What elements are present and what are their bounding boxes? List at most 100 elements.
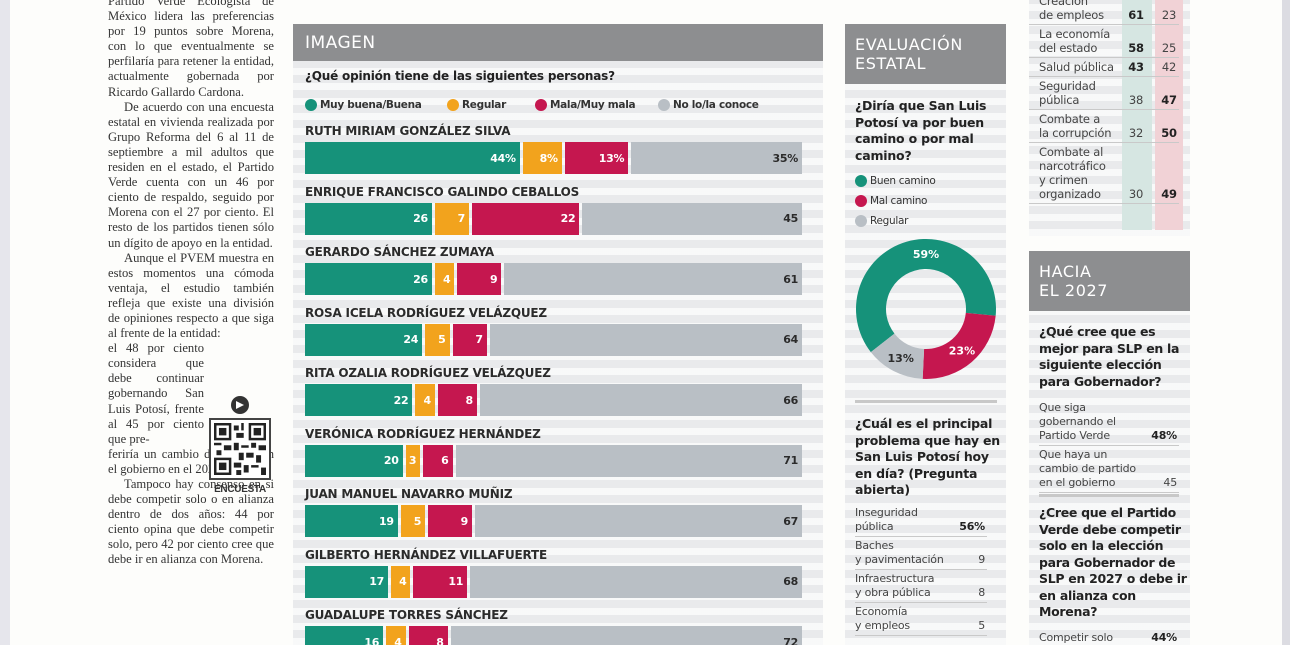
chart-title: ¿Qué opinión tiene de las siguientes per… — [305, 69, 615, 83]
data-label: 4 — [394, 635, 402, 645]
stacked-bar: 26 7 22 45 — [305, 202, 802, 235]
data-label: 22 — [560, 212, 576, 225]
legend-item-good: Buen camino — [855, 175, 936, 187]
donut-chart: 59% 23% 13% — [853, 236, 999, 382]
data-label: 4 — [423, 393, 432, 407]
data-label: 72 — [783, 635, 798, 645]
bar-segment-regular: 4 — [390, 565, 411, 598]
bar-segment-good: 26 — [305, 202, 432, 235]
rating-label: Combate al — [1039, 145, 1104, 159]
donut-data-label: 13% — [888, 352, 914, 365]
watermark-background — [1029, 251, 1190, 645]
data-label: 44% — [490, 151, 516, 165]
option-value: 45 — [1163, 476, 1177, 489]
rating-value-approve: 61 — [1128, 8, 1144, 22]
bar-segment-unknown: 66 — [479, 384, 802, 416]
legend-item-good: Muy buena/Buena — [305, 99, 422, 111]
data-label: 35% — [772, 151, 799, 165]
legend-label: Muy buena/Buena — [320, 99, 422, 111]
bar-segment-good: 20 — [305, 444, 403, 477]
rating-label: Creación — [1039, 0, 1088, 8]
data-label: 26 — [413, 212, 428, 225]
stacked-bar: 19 5 9 67 — [305, 505, 802, 537]
rating-value-disapprove: 49 — [1161, 187, 1177, 201]
rating-label: y crimen — [1039, 173, 1088, 187]
problem-value: 56% — [959, 520, 985, 533]
category-label: JUAN MANUEL NAVARRO MUÑIZ — [305, 487, 513, 501]
chart-row: GUADALUPE TORRES SÁNCHEZ 16 4 8 72 — [305, 608, 805, 645]
bar-segment-good: 16 — [305, 626, 384, 645]
article-paragraph: Partido Verde Ecologista de México lider… — [108, 0, 274, 99]
bar-segment-regular: 7 — [434, 202, 470, 235]
rating-row: La economía del estado 58 25 — [1029, 25, 1179, 58]
bar-segment-unknown: 35% — [631, 142, 802, 174]
rating-label: La economía — [1039, 27, 1111, 41]
data-label: 7 — [475, 333, 483, 346]
legend-item-unknown: No lo/la conoce — [658, 99, 759, 111]
data-label: 66 — [783, 393, 798, 407]
donut-slice-bad — [922, 312, 996, 379]
article-paragraph: Aunque el PVEM muestra en estos momentos… — [108, 250, 274, 341]
problem-list: Inseguridad pública 56% Baches y pavimentaci… — [855, 504, 987, 636]
chart-row: RUTH MIRIAM GONZÁLEZ SILVA 44% 8% 13% 35% — [305, 124, 805, 174]
data-label: 45 — [783, 212, 798, 225]
category-label: ROSA ICELA RODRÍGUEZ VELÁZQUEZ — [305, 305, 547, 320]
problem-row: Economía y empleos 5 — [855, 603, 987, 636]
donut-title: ¿Diría que San Luis Potosí va por buen c… — [855, 98, 987, 163]
problem-label: y obra pública — [855, 586, 931, 599]
legend-item-bad: Mal camino — [855, 195, 935, 207]
donut-slice-regular — [870, 333, 925, 379]
rating-row: Creación de empleos 61 23 — [1029, 0, 1179, 25]
bar-segment-bad: 13% — [564, 142, 629, 174]
donut-legend: Buen camino Mal camino Regular — [855, 175, 936, 235]
article-paragraph: Tampoco hay consenso en si debe competir… — [108, 477, 274, 567]
problem-label: Baches — [855, 539, 894, 552]
category-label: RITA OZALIA RODRÍGUEZ VELÁZQUEZ — [305, 366, 551, 380]
governor-options-list: Que siga gobernando el Partido Verde 48% Q… — [1039, 399, 1179, 493]
data-label: 17 — [369, 575, 384, 588]
rating-value-disapprove: 42 — [1161, 60, 1177, 74]
rating-value-disapprove: 23 — [1161, 8, 1177, 22]
chart-row: GILBERTO HERNÁNDEZ VILLAFUERTE 17 4 11 68 — [305, 548, 805, 598]
category-label: GILBERTO HERNÁNDEZ VILLAFUERTE — [305, 547, 548, 562]
donut-data-label: 23% — [949, 345, 975, 358]
legend-item-regular: Regular — [855, 215, 935, 227]
bar-segment-unknown: 72 — [450, 626, 802, 645]
qr-block[interactable]: ENCUESTA — [207, 396, 273, 495]
rating-row: Combate al narcotráfico y crimen organizado… — [1029, 143, 1179, 204]
rating-label: organizado — [1039, 187, 1101, 201]
page-edge — [1282, 0, 1290, 645]
section-header-line: EL 2027 — [1039, 281, 1109, 300]
article-paragraph: De acuerdo con una encuesta estatal en v… — [108, 99, 274, 250]
bar-segment-regular: 5 — [400, 505, 426, 537]
chart-row: GERARDO SÁNCHEZ ZUMAYA 26 4 9 61 — [305, 245, 805, 295]
problem-label: Infraestructura — [855, 572, 935, 585]
section-header-line: EVALUACIÓN — [855, 35, 963, 54]
data-label: 9 — [460, 514, 469, 528]
category-label: RUTH MIRIAM GONZÁLEZ SILVA — [305, 124, 511, 138]
legend-item-bad: Mala/Muy mala — [535, 99, 636, 111]
bar-segment-regular: 8% — [522, 142, 562, 174]
data-label: 24 — [403, 333, 419, 346]
bar-segment-unknown: 67 — [475, 505, 802, 537]
qr-label: ENCUESTA — [214, 484, 266, 495]
legend-label: Buen camino — [870, 175, 936, 187]
legend-label: Regular — [462, 99, 506, 111]
data-label: 19 — [379, 514, 394, 528]
data-label: 7 — [457, 212, 466, 225]
data-label: 6 — [441, 454, 449, 467]
bar-segment-bad: 9 — [457, 263, 502, 295]
bar-segment-regular: 4 — [386, 626, 406, 645]
option-label: Que haya un cambio de partido en el gobi… — [1039, 448, 1136, 489]
bar-segment-good: 17 — [305, 565, 388, 598]
question-alliance: ¿Cree que el Partido Verde debe competir… — [1039, 505, 1187, 619]
option-row: Que haya un cambio de partido en el gobi… — [1039, 446, 1179, 493]
section-header-line: HACIA — [1039, 262, 1092, 281]
rating-value-disapprove: 47 — [1161, 93, 1177, 107]
qr-code-icon[interactable] — [209, 418, 271, 480]
bar-segment-bad: 8 — [437, 384, 477, 416]
data-label: 5 — [438, 333, 446, 346]
data-label: 9 — [489, 272, 498, 286]
data-label: 71 — [783, 454, 798, 467]
legend-dot-icon — [855, 175, 867, 187]
